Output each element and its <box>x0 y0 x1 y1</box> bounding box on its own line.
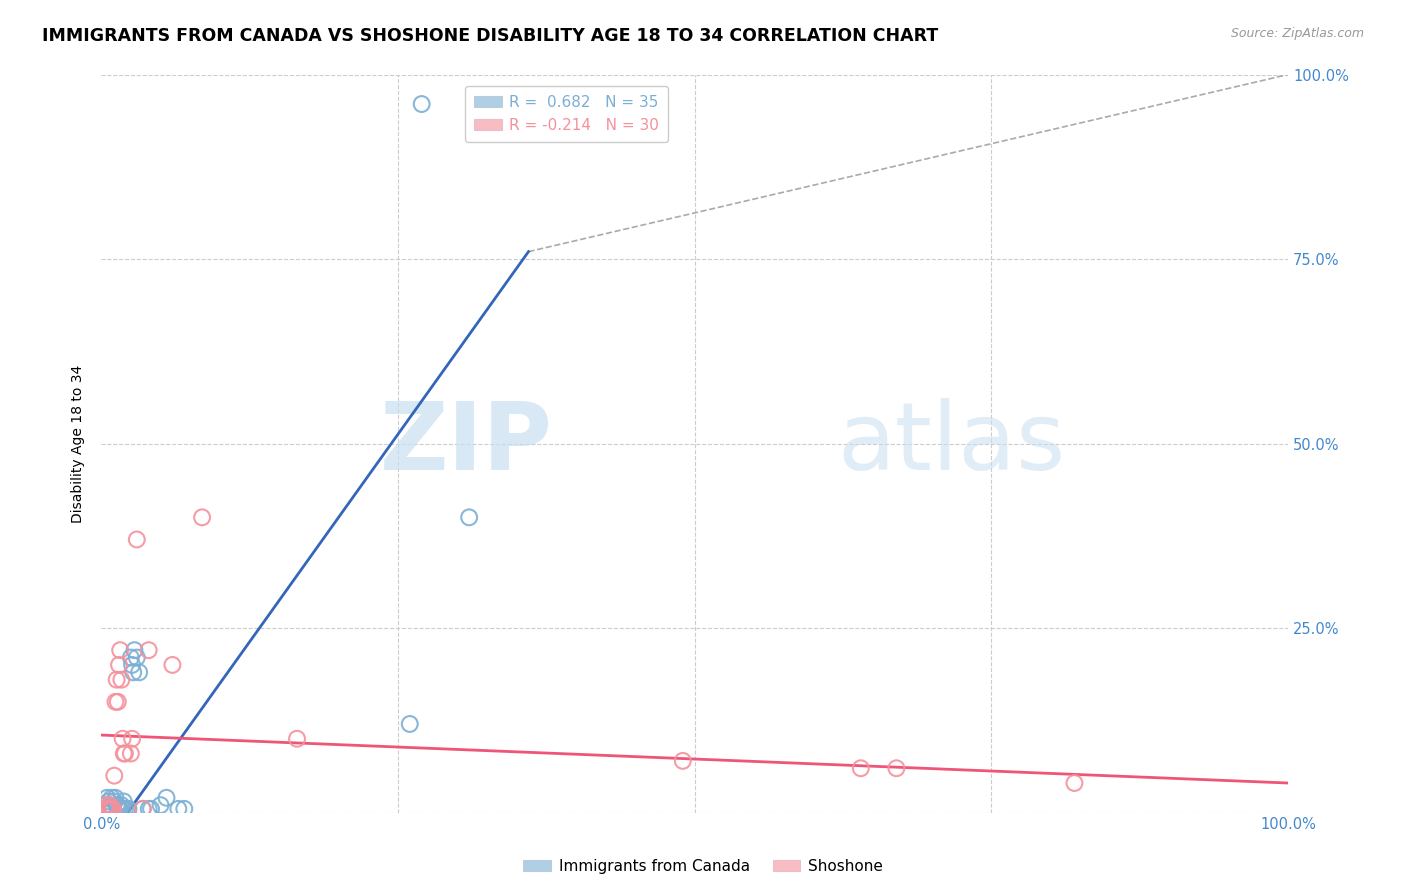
Point <box>138 802 160 816</box>
Point <box>132 802 155 816</box>
Text: IMMIGRANTS FROM CANADA VS SHOSHONE DISABILITY AGE 18 TO 34 CORRELATION CHART: IMMIGRANTS FROM CANADA VS SHOSHONE DISAB… <box>42 27 938 45</box>
Point <box>114 747 136 761</box>
Point <box>112 747 135 761</box>
Point <box>138 643 160 657</box>
Point <box>103 769 125 783</box>
Point <box>112 795 135 809</box>
Point <box>285 731 308 746</box>
Point <box>110 798 132 813</box>
Point <box>139 802 162 816</box>
Point <box>97 802 120 816</box>
Point <box>411 97 433 112</box>
Point <box>121 657 143 672</box>
Point <box>1063 776 1085 790</box>
Point <box>125 650 148 665</box>
Point <box>108 802 131 816</box>
Point <box>105 673 128 687</box>
Point <box>98 798 121 813</box>
Legend: R =  0.682   N = 35, R = -0.214   N = 30: R = 0.682 N = 35, R = -0.214 N = 30 <box>465 86 668 142</box>
Point <box>101 802 124 816</box>
Point <box>114 802 136 816</box>
Text: ZIP: ZIP <box>380 398 553 490</box>
Point <box>97 795 120 809</box>
Point <box>94 798 117 813</box>
Point <box>110 673 132 687</box>
Point <box>108 657 131 672</box>
Point <box>162 657 184 672</box>
Point <box>672 754 695 768</box>
Point <box>111 731 134 746</box>
Point <box>104 790 127 805</box>
Point <box>100 802 122 816</box>
Y-axis label: Disability Age 18 to 34: Disability Age 18 to 34 <box>72 365 86 523</box>
Point <box>104 695 127 709</box>
Point <box>98 798 121 813</box>
Point <box>149 798 172 813</box>
Point <box>849 761 872 775</box>
Point <box>458 510 481 524</box>
Point <box>122 665 145 680</box>
Point <box>128 665 150 680</box>
Point <box>398 717 420 731</box>
Point <box>105 798 128 813</box>
Point <box>124 643 146 657</box>
Point <box>117 802 139 816</box>
Point <box>94 798 117 813</box>
Point <box>108 802 131 816</box>
Point <box>120 747 142 761</box>
Point <box>125 533 148 547</box>
Point <box>107 799 129 814</box>
Point <box>132 802 155 816</box>
Point <box>121 731 143 746</box>
Text: Source: ZipAtlas.com: Source: ZipAtlas.com <box>1230 27 1364 40</box>
Point <box>101 802 124 816</box>
Point <box>103 795 125 809</box>
Point <box>101 790 124 805</box>
Point <box>167 802 190 816</box>
Point <box>191 510 214 524</box>
Point <box>107 695 129 709</box>
Legend: Immigrants from Canada, Shoshone: Immigrants from Canada, Shoshone <box>517 853 889 880</box>
Point <box>111 802 134 816</box>
Text: atlas: atlas <box>837 398 1066 490</box>
Point <box>173 802 195 816</box>
Point <box>94 802 117 816</box>
Point <box>101 802 124 816</box>
Point <box>96 790 118 805</box>
Point <box>117 802 139 816</box>
Point <box>155 790 177 805</box>
Point <box>96 802 118 816</box>
Point <box>100 802 122 816</box>
Point <box>120 650 142 665</box>
Point <box>886 761 908 775</box>
Point <box>108 643 131 657</box>
